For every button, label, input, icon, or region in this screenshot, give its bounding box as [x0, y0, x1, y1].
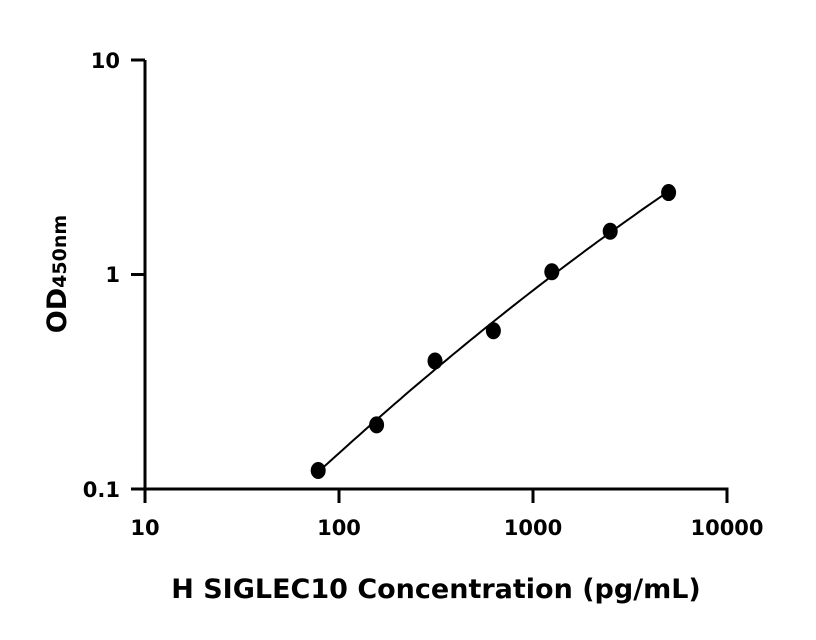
y-tick-label: 0.1 — [83, 478, 120, 502]
axes — [131, 58, 729, 503]
data-point — [427, 352, 443, 370]
data-point — [485, 322, 501, 340]
y-axis-label: OD450nm — [42, 215, 73, 333]
tick-labels: 10 100 1000 10000 0.1 1 10 — [83, 49, 764, 540]
x-axis-label: H SIGLEC10 Concentration (pg/mL) — [171, 574, 701, 605]
plot-marks — [310, 184, 677, 479]
y-tick-label: 1 — [105, 263, 120, 287]
data-point — [661, 184, 677, 202]
y-axis-label-main: OD — [42, 288, 73, 333]
data-point — [369, 416, 385, 434]
x-tick-label: 10000 — [690, 516, 763, 540]
y-axis-label-subscript: 450nm — [49, 215, 71, 288]
data-point — [544, 263, 560, 281]
data-point — [310, 461, 326, 479]
x-tick-label: 1000 — [504, 516, 562, 540]
y-tick-label: 10 — [91, 49, 120, 73]
x-tick-label: 10 — [130, 516, 159, 540]
data-point — [602, 222, 618, 240]
x-tick-label: 100 — [317, 516, 361, 540]
